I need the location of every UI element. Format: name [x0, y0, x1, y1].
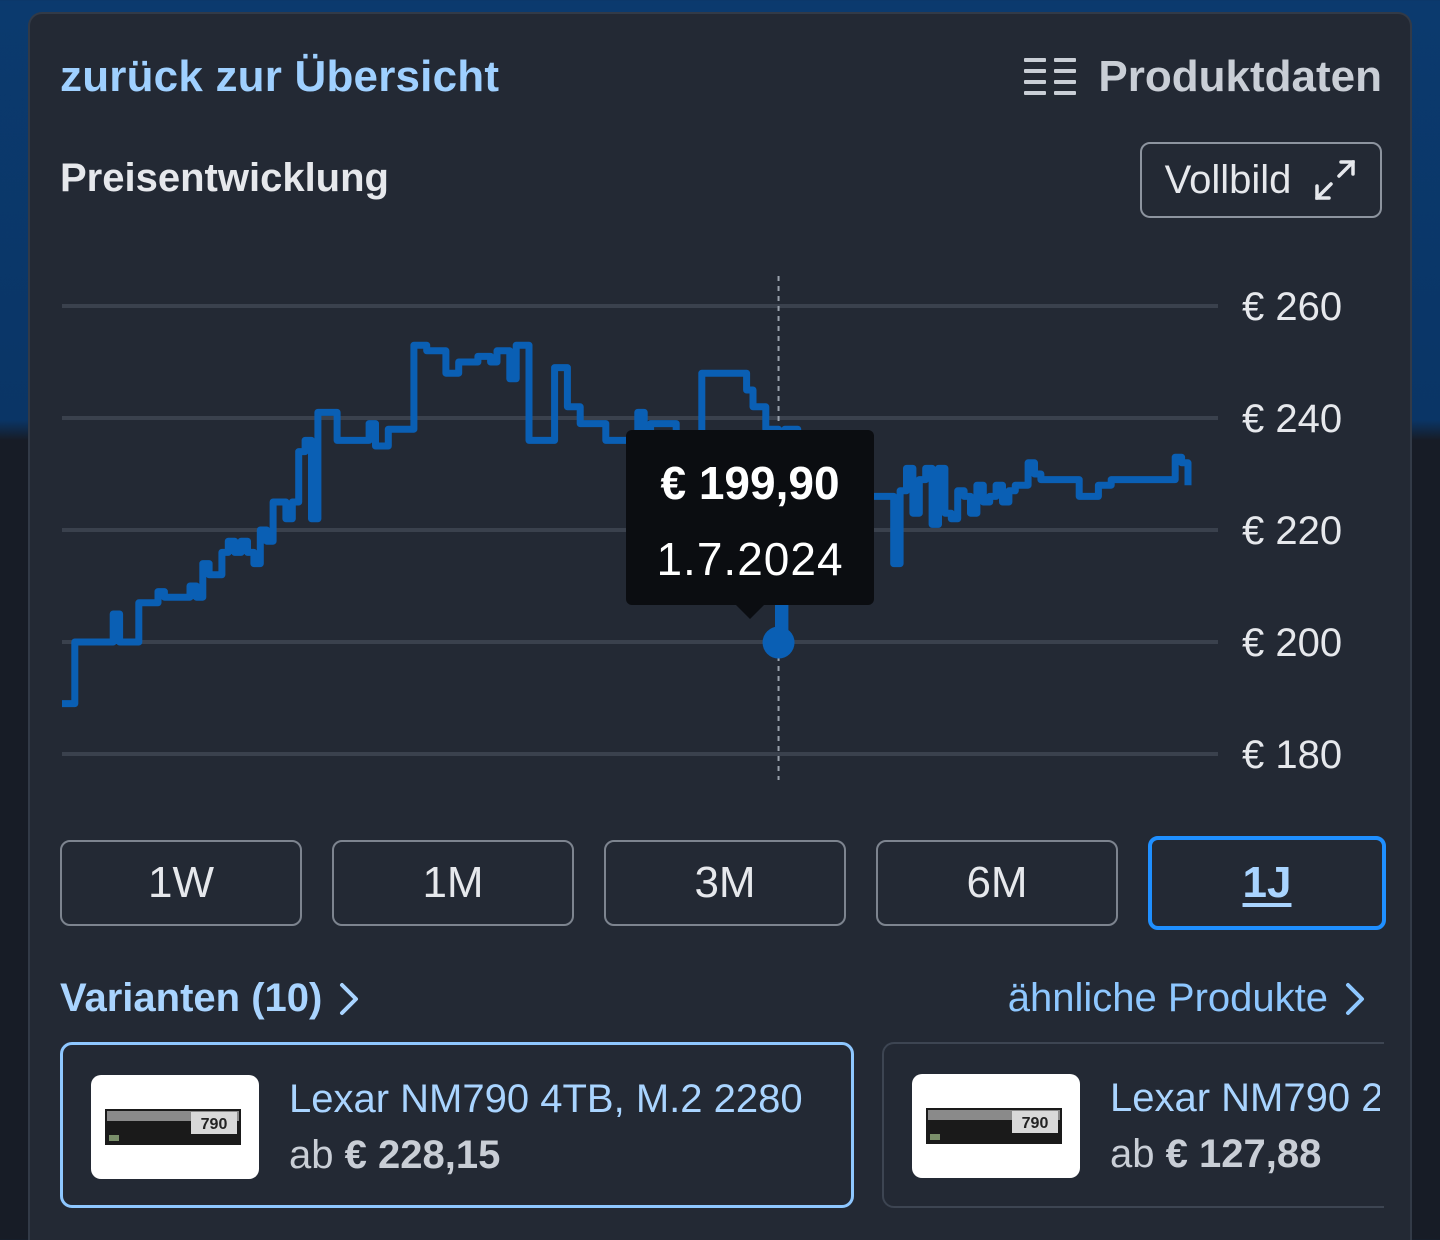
variant-price: ab € 127,88 — [1110, 1132, 1322, 1176]
similar-products-label: ähnliche Produkte — [1007, 976, 1328, 1020]
variant-price: ab € 228,15 — [289, 1133, 501, 1177]
price-history-title: Preisentwicklung — [60, 156, 389, 200]
variant-card[interactable]: 790 Lexar NM790 2TB, M.2 2280 ab € 127,8… — [882, 1042, 1384, 1208]
product-image: 790 — [91, 1075, 259, 1179]
range-button-1j[interactable]: 1J — [1148, 836, 1386, 930]
fullscreen-button[interactable]: Vollbild — [1140, 142, 1382, 218]
y-tick-label: € 180 — [1242, 733, 1342, 777]
chevron-right-icon — [1346, 982, 1364, 1015]
range-button-1m[interactable]: 1M — [332, 840, 574, 926]
variants-title: Varianten (10) — [60, 976, 323, 1020]
tooltip-date: 1.7.2024 — [656, 533, 844, 585]
range-button-3m[interactable]: 3M — [604, 840, 846, 926]
ssd-image: 790 — [105, 1109, 241, 1145]
price-panel: zurück zur Übersicht Produktdaten Preise… — [28, 12, 1412, 1240]
tooltip-point — [762, 626, 795, 659]
price-line — [62, 341, 1192, 708]
y-tick-label: € 220 — [1242, 509, 1342, 553]
range-button-1w[interactable]: 1W — [60, 840, 302, 926]
product-image: 790 — [912, 1074, 1080, 1178]
y-tick-label: € 240 — [1242, 397, 1342, 441]
y-tick-label: € 200 — [1242, 621, 1342, 665]
variant-name: Lexar NM790 2TB, M.2 2280 — [1110, 1076, 1380, 1120]
variants-link[interactable]: Varianten (10) — [60, 976, 360, 1021]
svg-text:790: 790 — [1022, 1115, 1049, 1132]
price-chart[interactable]: € 260 € 240 € 220 € 200 € 180 — [30, 14, 1410, 814]
variant-card[interactable]: 790 Lexar NM790 4TB, M.2 2280 ab € 228,1… — [60, 1042, 854, 1208]
time-range-selector: 1W 1M 3M 6M 1J — [60, 836, 1386, 930]
expand-icon — [1315, 160, 1356, 200]
chart-tooltip: € 199,90 1.7.2024 — [626, 430, 874, 619]
y-tick-label: € 260 — [1242, 285, 1342, 329]
product-data-button[interactable]: Produktdaten — [1024, 52, 1382, 102]
variant-cards: 790 Lexar NM790 4TB, M.2 2280 ab € 228,1… — [60, 1042, 1384, 1212]
product-data-label: Produktdaten — [1098, 52, 1382, 101]
back-to-overview-link[interactable]: zurück zur Übersicht — [60, 52, 500, 101]
ssd-image: 790 — [926, 1108, 1062, 1144]
chevron-right-icon — [340, 982, 359, 1015]
similar-products-link[interactable]: ähnliche Produkte — [1008, 976, 1366, 1021]
variant-name: Lexar NM790 4TB, M.2 2280 — [289, 1077, 803, 1121]
range-button-6m[interactable]: 6M — [876, 840, 1118, 926]
svg-text:790: 790 — [201, 1116, 228, 1133]
tooltip-price: € 199,90 — [660, 457, 840, 509]
list-icon — [1024, 58, 1077, 95]
fullscreen-label: Vollbild — [1164, 157, 1292, 202]
